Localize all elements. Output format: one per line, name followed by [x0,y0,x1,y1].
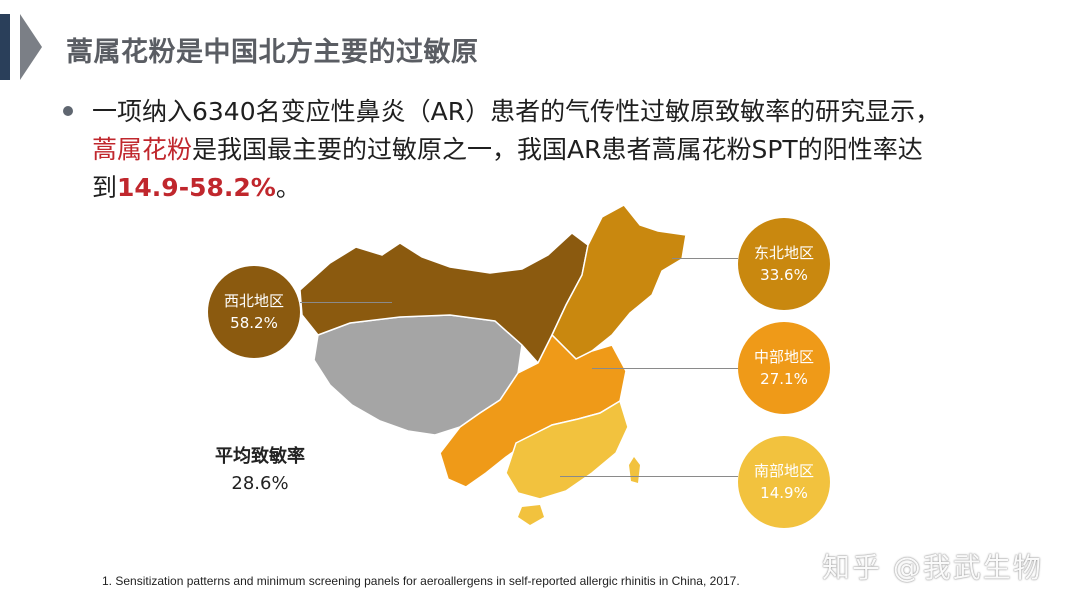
callout-northwest: 西北地区 58.2% [208,266,300,358]
bullet-line-3-suffix: 。 [275,173,301,202]
map-region-taiwan [629,457,640,483]
leader-line-northwest [300,302,392,303]
header-chevron-icon [20,14,42,80]
china-region-map [299,204,687,525]
callout-south-name: 南部地区 [753,462,814,480]
reference-footnote: 1. Sensitization patterns and minimum sc… [102,574,740,588]
bullet-line-2: 是我国最主要的过敏原之一，我国AR患者蒿属花粉SPT的阳性率达 [192,135,923,164]
map-region-hainan [518,505,544,525]
bullet-line-1: 一项纳入6340名变应性鼻炎（AR）患者的气传性过敏原致敏率的研究显示， [92,97,941,126]
header-accent-bar [0,14,10,80]
positive-rate-range: 14.9-58.2% [117,173,276,202]
callout-central-name: 中部地区 [753,348,814,366]
callout-northwest-name: 西北地区 [223,292,284,310]
bullet-line-3-prefix: 到 [92,173,118,202]
bullet-paragraph: 一项纳入6340名变应性鼻炎（AR）患者的气传性过敏原致敏率的研究显示， 蒿属花… [92,93,1052,207]
callout-south: 南部地区 14.9% [738,436,830,528]
leader-line-south [560,476,738,477]
artemisia-highlight: 蒿属花粉 [92,135,193,164]
leader-line-central [592,368,738,369]
bullet-dot-icon [63,106,73,116]
average-rate-label: 平均致敏率 [215,446,305,467]
callout-central-value: 27.1% [760,370,808,388]
average-rate-value: 28.6% [231,473,289,494]
callout-northeast: 东北地区 33.6% [738,218,830,310]
leader-line-northeast [672,258,738,259]
callout-northeast-value: 33.6% [760,266,808,284]
callout-northwest-value: 58.2% [230,314,278,332]
slide-title: 蒿属花粉是中国北方主要的过敏原 [66,37,479,68]
callout-northeast-name: 东北地区 [753,244,814,262]
callout-south-value: 14.9% [760,484,808,502]
zhihu-watermark: 知乎 @我武生物 [822,551,1043,584]
map-region-south [505,399,629,500]
callout-central: 中部地区 27.1% [738,322,830,414]
map-region-northeast [551,204,687,360]
